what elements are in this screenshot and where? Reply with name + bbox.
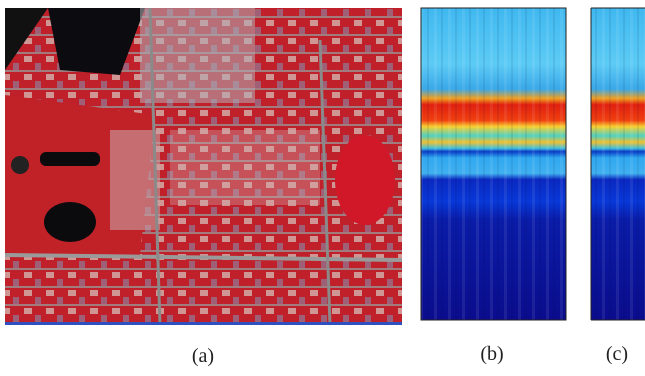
heatmap-b [421, 8, 566, 320]
page: (a) (b) (c) (() => { const data = JSON.p… [0, 0, 645, 376]
panel-label: (c) [606, 343, 628, 365]
panel-label: (b) [480, 343, 503, 365]
panel-label: (a) [192, 345, 214, 367]
figure: (a) (b) (c) [0, 0, 645, 376]
heatmap-c [591, 8, 645, 320]
aerial-image [5, 8, 402, 325]
